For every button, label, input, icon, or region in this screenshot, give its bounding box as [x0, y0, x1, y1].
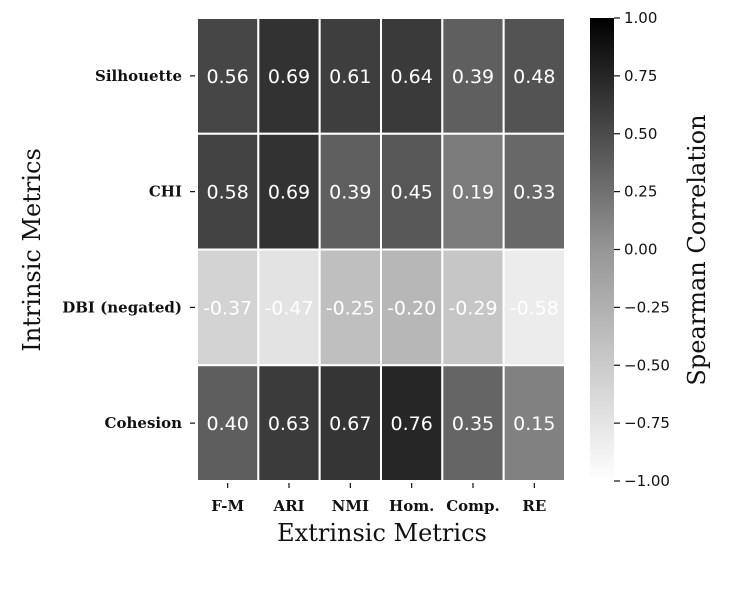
cell-value-label: -0.58 [510, 297, 559, 319]
y-tick-label: Silhouette [95, 67, 182, 85]
colorbar-tick-label: 0.25 [624, 183, 657, 201]
cell-value-label: 0.64 [391, 66, 433, 88]
heatmap-cell [318, 364, 382, 482]
cell-value-label: 0.39 [452, 66, 494, 88]
x-tick-label: RE [522, 497, 546, 515]
heatmap-cell [257, 132, 321, 251]
cell-value-label: -0.37 [203, 297, 252, 319]
heatmap-cell [257, 364, 321, 482]
colorbar-tick-label: 1.00 [624, 9, 657, 27]
x-tick-label: Comp. [446, 497, 500, 515]
cell-value-label: 0.45 [391, 182, 433, 204]
heatmap-cell [502, 248, 566, 367]
y-tick-label: CHI [149, 183, 182, 201]
heatmap-cell [502, 132, 566, 251]
y-tick-label: Cohesion [105, 414, 183, 432]
colorbar-tick-label: −0.50 [624, 356, 670, 374]
heatmap-cell [257, 17, 321, 135]
heatmap-cell [441, 364, 505, 482]
x-axis-ticks: F-M ARI NMI Hom. Comp. RE [211, 483, 546, 515]
x-axis-label: Extrinsic Metrics [277, 519, 487, 547]
heatmap-cells: 0.56 0.69 0.61 0.64 0.39 0.48 0.58 0.69 0.39 0.45… [196, 17, 566, 482]
cell-value-label: 0.33 [513, 182, 555, 204]
y-tick-label: DBI (negated) [62, 298, 182, 316]
heatmap-cell [257, 248, 321, 367]
cell-value-label: 0.67 [329, 413, 371, 435]
cell-value-label: 0.19 [452, 182, 494, 204]
colorbar-tick-label: −0.25 [624, 298, 670, 316]
cell-value-label: 0.69 [268, 182, 310, 204]
colorbar [590, 18, 614, 481]
colorbar-tick-label: 0.50 [624, 125, 657, 143]
cell-value-label: 0.15 [513, 413, 555, 435]
heatmap-cell [196, 17, 260, 135]
heatmap-cell [380, 364, 444, 482]
x-tick-label: F-M [211, 497, 244, 515]
y-axis-label: Intrinsic Metrics [18, 148, 46, 352]
cell-value-label: 0.76 [391, 413, 433, 435]
cell-value-label: -0.20 [387, 297, 436, 319]
heatmap-cell [196, 364, 260, 482]
colorbar-tick-label: 0.00 [624, 241, 657, 259]
colorbar-tick-label: −1.00 [624, 472, 670, 490]
cell-value-label: 0.58 [207, 182, 249, 204]
colorbar-ticks: 1.00 0.75 0.50 0.25 0.00 −0.25 −0.50 −0.75 −1.00 [614, 9, 670, 490]
heatmap-cell [441, 248, 505, 367]
heatmap-cell [502, 17, 566, 135]
x-tick-label: ARI [272, 497, 304, 515]
cell-value-label: -0.29 [448, 297, 497, 319]
y-axis-ticks: Silhouette CHI DBI (negated) Cohesion [62, 67, 195, 432]
cell-value-label: 0.69 [268, 66, 310, 88]
cell-value-label: 0.61 [329, 66, 371, 88]
cell-value-label: -0.47 [264, 297, 313, 319]
heatmap-cell [380, 248, 444, 367]
cell-value-label: 0.35 [452, 413, 494, 435]
heatmap-cell [502, 364, 566, 482]
cell-value-label: 0.56 [207, 66, 249, 88]
cell-value-label: 0.40 [207, 413, 249, 435]
cell-value-label: -0.25 [326, 297, 375, 319]
colorbar-tick-label: 0.75 [624, 67, 657, 85]
cell-value-label: 0.48 [513, 66, 555, 88]
cell-value-label: 0.63 [268, 413, 310, 435]
heatmap-cell [380, 132, 444, 251]
x-tick-label: Hom. [389, 497, 434, 515]
colorbar-label: Spearman Correlation [683, 114, 711, 385]
cell-value-label: 0.39 [329, 182, 371, 204]
colorbar-tick-label: −0.75 [624, 414, 670, 432]
x-tick-label: NMI [332, 497, 369, 515]
